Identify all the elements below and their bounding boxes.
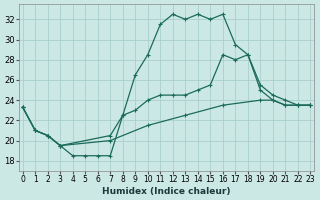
- X-axis label: Humidex (Indice chaleur): Humidex (Indice chaleur): [102, 187, 231, 196]
